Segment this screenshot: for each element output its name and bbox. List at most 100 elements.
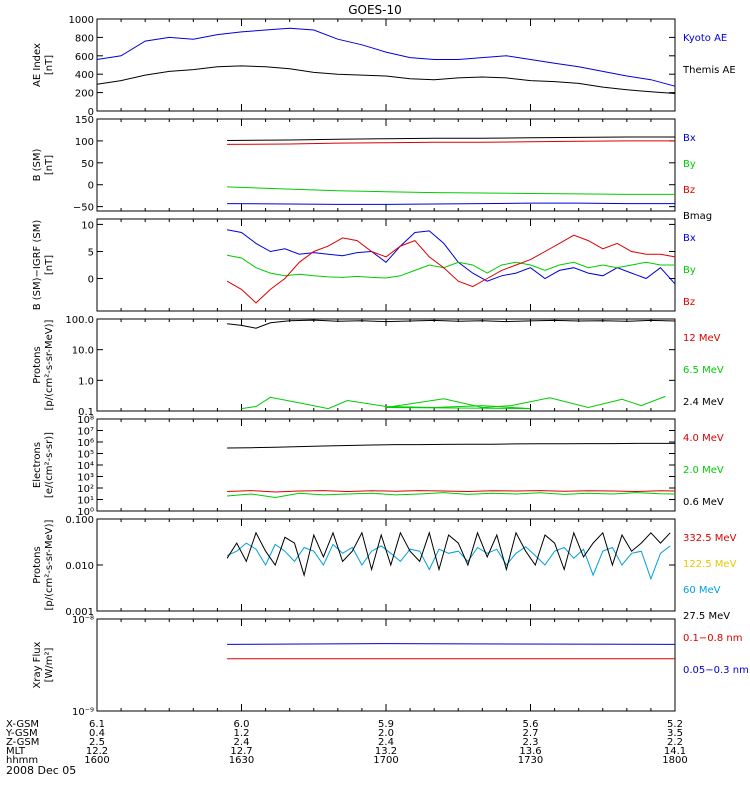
y-axis-label: Electrons [32,442,43,488]
legend-entry: Bx [683,133,696,144]
y-tick-label: 10⁶ [77,438,94,449]
x-info-value: 2.2 [667,737,683,748]
x-info-row-label: Z-GSM [6,737,39,748]
series-line [227,490,676,493]
x-info-row-label: X-GSM [6,719,39,730]
y-tick-label: 10¹ [77,496,94,507]
y-tick-label: 0.1 [78,407,94,418]
y-tick-label: 800 [75,33,94,44]
y-tick-label: 0 [88,275,94,286]
series-line [227,202,675,205]
legend-entry: 12 MeV [683,333,721,344]
y-tick-label: 0.001 [65,607,94,618]
y-tick-label: 0 [88,181,94,192]
y-tick-label: 5 [88,247,94,258]
panel-6: 0.001 0.010 0.100 Protons [p/(cm²-s-sr-MeV)]… [32,515,737,622]
x-info-value: 14.1 [664,746,686,757]
series-line [227,442,675,449]
legend-entry: 4.0 MeV [683,433,724,444]
y-tick-label: 10⁰ [77,507,94,518]
y-tick-label: 10⁸ [77,415,94,426]
panel-4: 0.1 1.0 10.0 100.0 Protons [p/(cm²-s-sr-MeV)]… [32,315,724,418]
series-line [227,136,675,141]
x-info-value: 2.5 [89,737,105,748]
y-tick-label: 600 [75,52,94,63]
y-tick-label: 10⁻⁹ [72,707,94,718]
series-line [226,234,676,304]
legend-entry: 332.5 MeV [683,533,737,544]
y-axis-label: [nT] [44,255,55,275]
legend-entry: Bz [683,297,695,308]
x-info-value: 5.2 [667,719,683,730]
series-line [227,140,675,145]
x-info-row-label: MLT [6,746,26,757]
series-line [227,186,675,195]
y-tick-label: 10³ [77,473,94,484]
y-tick-label: 10⁵ [77,450,94,461]
legend-entry: 2.4 MeV [683,397,724,408]
legend-entry: Bz [683,185,695,196]
x-info-value: 13.6 [519,746,541,757]
x-info-value: 1700 [373,755,398,766]
y-axis-label: [p/(cm²-s-sr-MeV)] [44,319,55,410]
y-tick-label: 10⁷ [77,427,94,438]
legend-entry: By [683,265,696,276]
legend-entry: 27.5 MeV [683,611,730,622]
x-info-value: 0.4 [89,728,105,739]
y-tick-label: 10 [81,220,94,231]
legend-entry: 6.5 MeV [683,365,724,376]
y-axis-label: B (SM)−IGRF (SM) [32,220,43,311]
panel-2: −50 0 50 100 150 B (SM) [nT] Bx By Bz Bmag [32,115,712,222]
x-info-value: 2.3 [523,737,539,748]
x-info-value: 12.2 [86,746,108,757]
y-axis-label: [p/(cm²-s-sr-MeV)] [44,519,55,610]
series-line [96,27,676,87]
y-tick-label: 0.100 [65,515,94,526]
y-tick-label: 10⁻⁸ [72,615,94,626]
y-tick-label: 10.0 [72,346,94,357]
panel-frame [96,318,676,412]
panel-frame [96,618,676,712]
x-info-value: 2.7 [523,728,539,739]
panel-frame [96,18,676,112]
series-line [227,643,676,645]
y-tick-label: −50 [73,203,94,214]
y-axis-label: B (SM) [32,148,43,181]
legend-entry: Kyoto AE [683,33,727,44]
series-line [241,395,666,410]
legend-entry: 0.1−0.8 nm [683,633,742,644]
legend-entry: 2.0 MeV [683,465,724,476]
x-info-value: 5.9 [378,719,394,730]
y-axis-label: Xray Flux [32,641,43,688]
y-axis-label: [nT] [44,55,55,75]
series-line [227,319,676,329]
legend-entry: 122.5 MeV [683,559,737,570]
panel-7: 10⁻⁹ 10⁻⁸ Xray Flux [W/m²] 0.1−0.8 nm 0.05−0.… [32,615,749,718]
y-tick-label: 10⁴ [77,461,94,472]
legend-entry: 0.6 MeV [683,497,724,508]
panel-frame [96,418,676,512]
y-axis-label: AE Index [32,43,43,87]
series-line [227,254,675,279]
y-tick-label: 100 [75,137,94,148]
legend-entry: Themis AE [682,65,736,76]
y-tick-label: 0.010 [65,561,94,572]
x-info-value: 5.6 [523,719,539,730]
y-tick-label: 10² [77,484,94,495]
y-tick-label: 1.0 [78,376,94,387]
panel-frame [96,218,676,312]
plot-title: GOES-10 [348,3,402,17]
series-line [226,542,671,581]
y-tick-label: 1000 [69,15,94,26]
panel-1: 0 200 400 600 800 1000 AE Index [nT] Kyoto AE The… [32,15,736,118]
plot-date: 2008 Dec 05 [6,764,76,777]
y-axis-label: [nT] [44,155,55,175]
x-info-value: 6.1 [89,719,105,730]
x-info-value: 1630 [229,755,254,766]
x-info-row-label: Y-GSM [5,728,38,739]
series-line [226,531,671,578]
panel-frame [96,118,676,212]
y-axis-label: [e/(cm²-s-sr)] [44,432,55,498]
y-tick-label: 0 [88,107,94,118]
